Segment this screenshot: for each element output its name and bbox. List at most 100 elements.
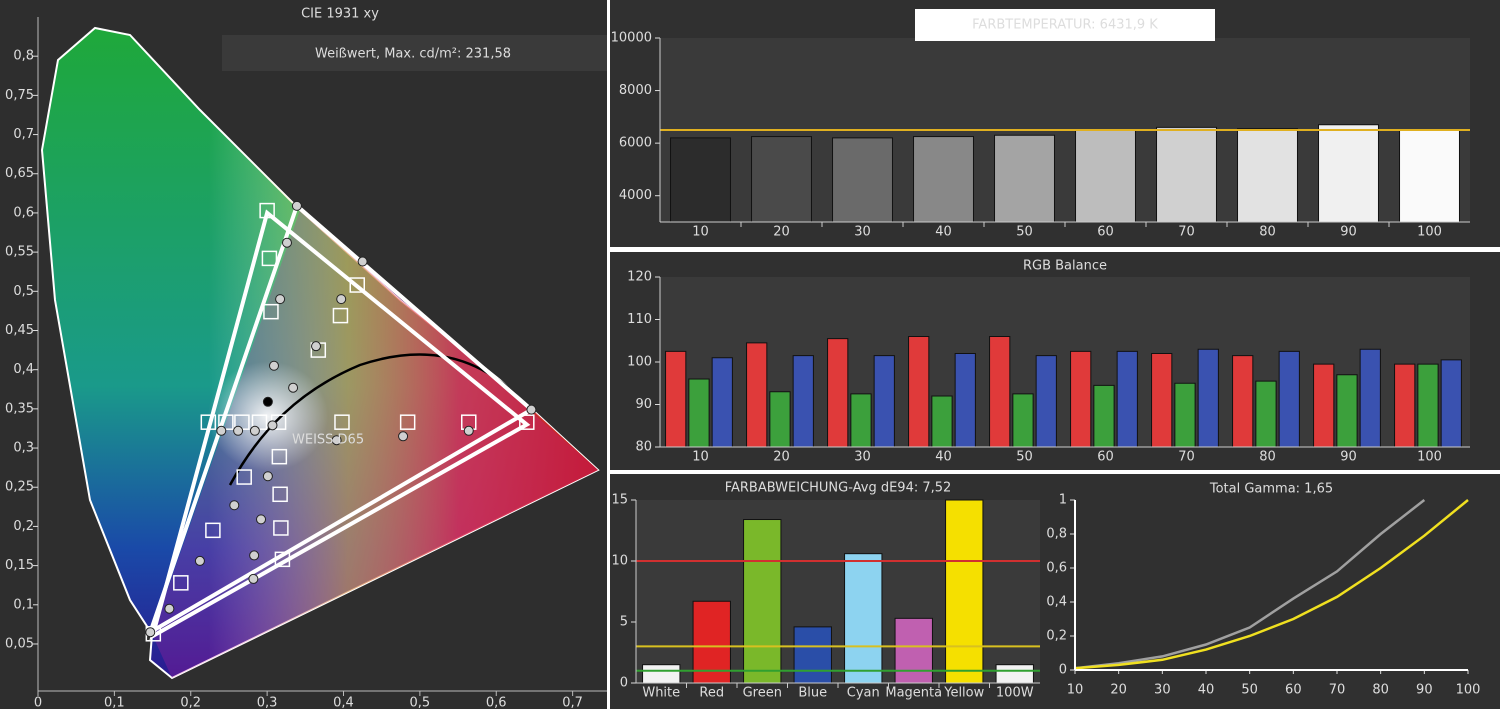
bar <box>1237 128 1298 223</box>
measured-point <box>262 471 273 482</box>
target-point <box>173 575 189 591</box>
x-tick-label: 30 <box>854 225 871 240</box>
x-tick-label: 20 <box>773 450 790 465</box>
measured-point <box>164 603 175 614</box>
x-tick-label: 20 <box>1110 683 1127 698</box>
measured-point <box>336 294 347 305</box>
bar <box>1035 355 1057 448</box>
measured-point <box>398 431 409 442</box>
y-tick-label: 0,4 <box>13 362 34 377</box>
x-tick-label: 30 <box>1154 683 1171 698</box>
y-tick-label: 0,1 <box>13 597 34 612</box>
y-tick-label: 120 <box>627 270 652 285</box>
x-tick-label: 30 <box>854 450 871 465</box>
y-tick-label: 0,8 <box>13 49 34 64</box>
chart-title: Total Gamma: 1,65 <box>1209 482 1333 497</box>
x-tick-label: 50 <box>1241 683 1258 698</box>
x-tick-label: 60 <box>1097 225 1114 240</box>
gamma-curve <box>1074 499 1426 670</box>
bar <box>1174 382 1196 448</box>
target-point <box>519 414 535 430</box>
x-tick-label: 100 <box>1456 683 1481 698</box>
bar <box>688 378 710 448</box>
x-tick-label: 20 <box>773 225 790 240</box>
y-tick-label: 10 <box>611 554 628 569</box>
y-tick-label: 0,25 <box>5 480 34 495</box>
y-tick-label: 0,45 <box>5 323 34 338</box>
bar <box>850 393 872 448</box>
x-tick-label: 0,5 <box>410 696 431 709</box>
x-tick-label: 80 <box>1259 450 1276 465</box>
y-tick-label: 1 <box>1059 493 1067 508</box>
measured-point <box>288 382 299 393</box>
bar <box>954 353 976 448</box>
target-point <box>263 303 279 320</box>
measured-point <box>194 555 205 566</box>
x-tick-label: 0,6 <box>486 696 507 709</box>
measured-point <box>256 514 267 525</box>
x-tick-label: 0,3 <box>257 696 278 709</box>
measured-point <box>311 341 322 352</box>
bar <box>873 355 895 448</box>
x-tick-label: 0,1 <box>104 696 125 709</box>
bar <box>1012 393 1034 448</box>
y-tick-label: 10000 <box>611 31 652 46</box>
y-tick-label: 0,8 <box>1046 527 1067 542</box>
x-tick-label: 100 <box>1417 450 1442 465</box>
bar <box>1359 348 1381 448</box>
x-tick-label: 10 <box>1067 683 1084 698</box>
y-tick-label: 0,6 <box>13 205 34 220</box>
x-tick-label: Green <box>743 686 782 701</box>
y-tick-label: 4000 <box>619 188 652 203</box>
bar <box>743 519 782 684</box>
measured-point <box>248 573 259 584</box>
title-background <box>915 9 1215 41</box>
x-tick-label: White <box>642 686 680 701</box>
target-point <box>271 448 288 465</box>
y-tick-label: 0 <box>620 676 628 691</box>
x-tick-label: Red <box>699 686 724 701</box>
bar <box>1075 129 1136 223</box>
y-tick-label: 0,2 <box>1046 629 1067 644</box>
y-tick-label: 15 <box>611 493 628 508</box>
bar <box>1399 129 1460 223</box>
y-tick-label: 0,55 <box>5 245 34 260</box>
x-tick-label: 0,2 <box>180 696 201 709</box>
target-point <box>259 202 275 219</box>
chart-title: CIE 1931 xy <box>301 7 379 22</box>
target-point <box>274 551 291 568</box>
chart-title: FARBTEMPERATUR: 6431,9 K <box>972 18 1158 33</box>
bar <box>1116 350 1138 448</box>
measured-point <box>249 550 260 561</box>
bar <box>1336 374 1358 448</box>
measured-point <box>216 425 227 436</box>
x-tick-label: 40 <box>935 450 952 465</box>
x-tick-label: 60 <box>1097 450 1114 465</box>
bar <box>844 553 883 684</box>
x-tick-label: 70 <box>1329 683 1346 698</box>
y-tick-label: 110 <box>627 312 652 327</box>
target-point <box>399 414 416 430</box>
measured-point <box>291 200 302 211</box>
measured-point <box>331 435 342 446</box>
x-tick-label: 80 <box>1259 225 1276 240</box>
chart-title: RGB Balance <box>1023 259 1107 274</box>
bar <box>751 136 812 223</box>
bar <box>711 357 733 448</box>
x-tick-label: 0,7 <box>562 696 583 709</box>
measured-point <box>357 256 368 267</box>
bar <box>931 395 953 448</box>
bar <box>1093 384 1115 448</box>
x-tick-label: Cyan <box>847 686 880 701</box>
bar <box>1440 359 1462 448</box>
bar <box>1070 350 1092 448</box>
bar <box>894 617 933 684</box>
gamut-horseshoe <box>40 26 600 680</box>
bar <box>1197 348 1219 448</box>
y-tick-label: 0,65 <box>5 166 34 181</box>
y-tick-label: 0,15 <box>5 558 34 573</box>
bar <box>1151 353 1173 448</box>
measured-point <box>267 420 278 431</box>
